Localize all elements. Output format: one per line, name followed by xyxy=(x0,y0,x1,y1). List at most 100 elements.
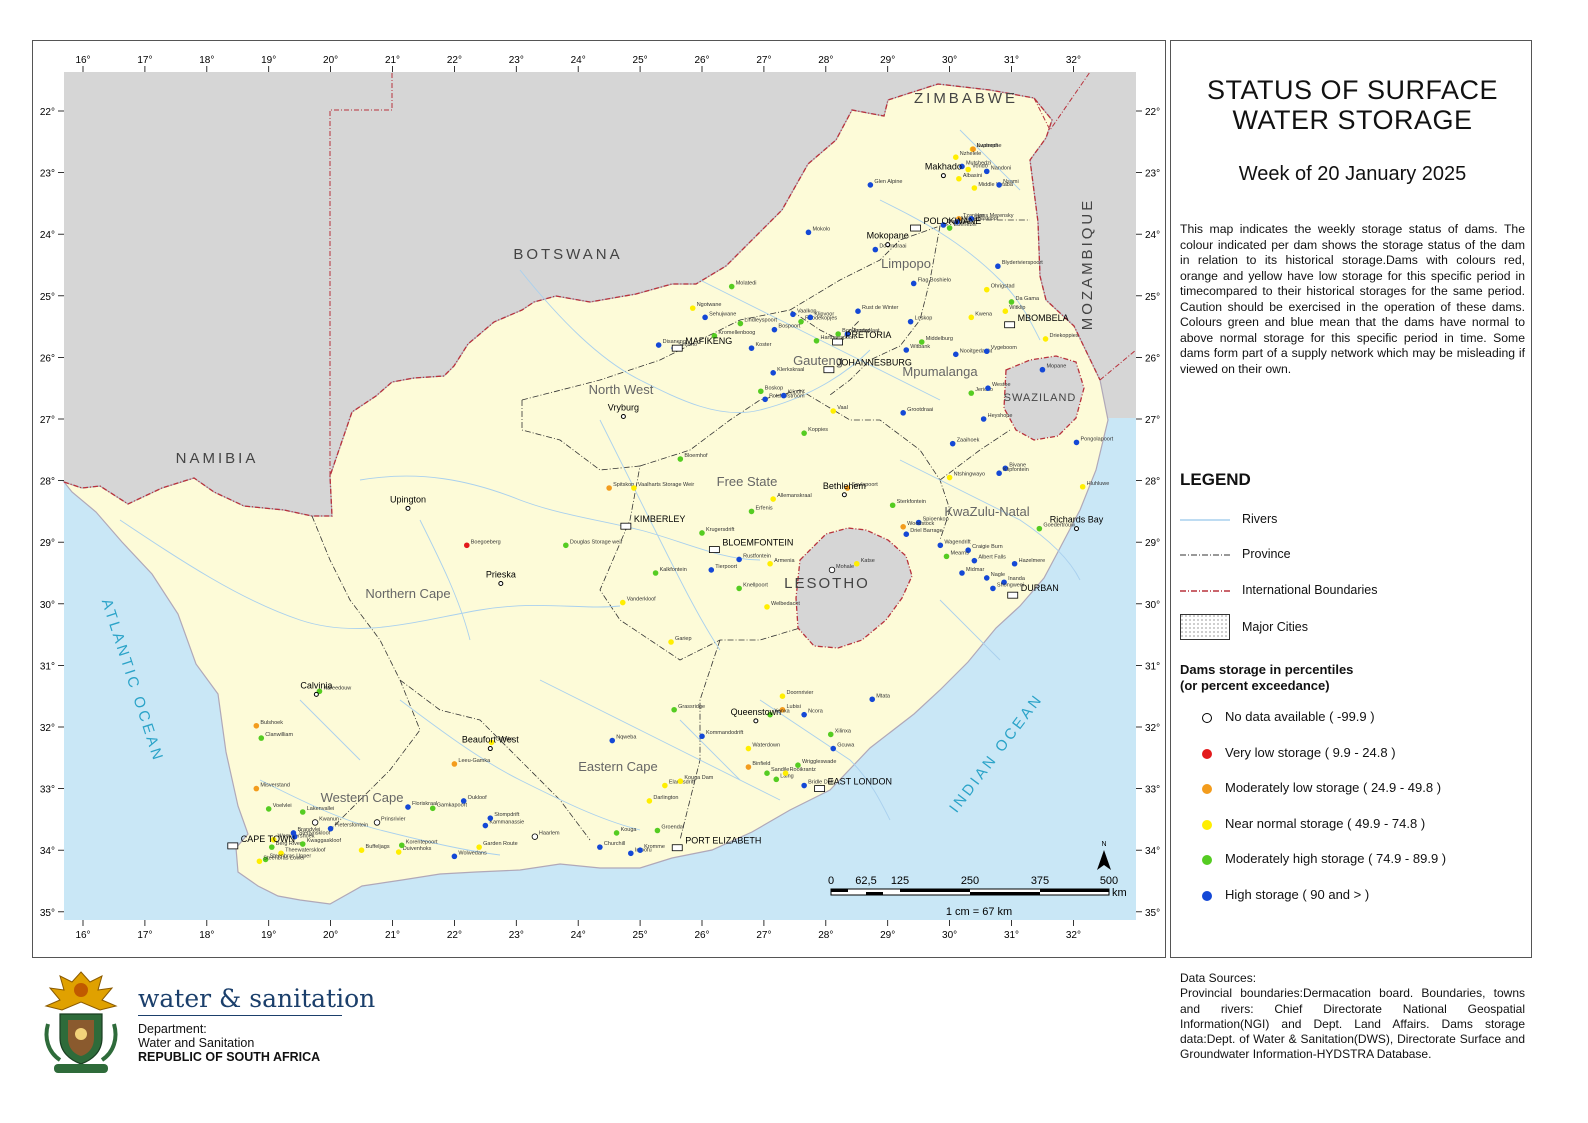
dam-label: Driel Barrage xyxy=(910,528,942,534)
dam-label: Roodeplaat xyxy=(851,328,880,334)
town-label: Beaufort West xyxy=(462,735,519,745)
dam-label: Douglas Storage weir xyxy=(570,539,623,545)
dam-label: Armenia xyxy=(774,558,795,564)
city-area xyxy=(1004,321,1016,329)
dam-marker: Roodekopjes xyxy=(798,316,837,325)
city-marker: POLOKWANE xyxy=(910,216,981,232)
lon-label: 22° xyxy=(447,55,462,66)
lat-label: 25° xyxy=(40,292,55,303)
dam-label: Bulshoek xyxy=(260,720,283,726)
dam-dot xyxy=(915,519,922,526)
dam-marker: Albasini xyxy=(956,173,982,182)
dam-dot xyxy=(253,722,260,729)
dam-marker: Lakenvallei xyxy=(299,806,334,815)
lon-label: 19° xyxy=(261,930,276,941)
lon-label: 17° xyxy=(137,55,152,66)
dam-marker: Vygeboom xyxy=(983,345,1017,355)
lon-label: 28° xyxy=(818,55,833,66)
dam-marker: Woodstock xyxy=(900,521,935,530)
dam-marker: Erfenis xyxy=(748,505,773,515)
lat-label: 23° xyxy=(40,169,55,180)
dam-dot xyxy=(1036,525,1043,532)
dam-dot xyxy=(737,320,744,327)
city-label: MBOMBELA xyxy=(1018,313,1069,323)
dam-label: Ncora xyxy=(808,709,824,715)
dam-dot xyxy=(299,809,306,815)
dam-marker: Floriskraal xyxy=(405,801,437,810)
city-area xyxy=(708,546,720,553)
dam-label: Erfenis xyxy=(756,505,773,511)
map-base xyxy=(62,71,1137,920)
dam-dot xyxy=(937,542,944,549)
dam-dot xyxy=(405,804,411,810)
department-block: Department: Water and Sanitation REPUBLI… xyxy=(138,1022,321,1064)
dam-marker: Tierpoort xyxy=(708,564,738,573)
lon-label: 23° xyxy=(509,930,524,941)
dam-marker: Boskop xyxy=(758,385,783,395)
storage-label: Near normal storage ( 49.9 - 74.8 ) xyxy=(1225,815,1426,831)
dam-label: Da Gama xyxy=(1016,296,1040,302)
dam-dot xyxy=(429,805,436,812)
dam-dot xyxy=(482,822,489,829)
dam-label: Loskop xyxy=(915,316,933,322)
town-marker: Queenstown xyxy=(731,707,782,724)
dam-label: Theewaterskloof xyxy=(285,847,326,853)
dam-label: Vaal xyxy=(837,405,848,411)
dam-label: Magoebaskloof xyxy=(961,216,999,222)
town-label: Queenstown xyxy=(731,707,782,717)
province-label-gauteng: Gauteng xyxy=(793,353,843,368)
town-marker: Richards Bay xyxy=(1050,515,1104,532)
dam-marker: Rooikrantz xyxy=(782,767,816,776)
dam-marker: Theewaterskloof xyxy=(278,847,326,857)
dam-label: Luphephe xyxy=(977,143,1001,149)
dam-marker: Armenia xyxy=(767,558,796,567)
dam-dot xyxy=(853,560,860,567)
dam-marker: Kromme xyxy=(637,844,665,853)
city-area xyxy=(671,344,683,352)
country-label-lesotho: LESOTHO xyxy=(784,575,870,592)
dam-marker: Wriggleswade xyxy=(795,759,836,768)
lon-label: 25° xyxy=(633,55,648,66)
lon-label: 27° xyxy=(756,55,771,66)
swaziland-mozambique-border xyxy=(1099,349,1137,381)
lon-label: 23° xyxy=(509,55,524,66)
dam-label: Pietersfontein xyxy=(335,823,369,829)
dam-dot xyxy=(867,182,874,188)
dam-dot xyxy=(1002,465,1009,472)
dam-marker: Lubisi xyxy=(779,704,801,713)
country-label-botswana: BOTSWANA xyxy=(513,246,622,263)
city-label: KIMBERLEY xyxy=(634,514,686,524)
dam-dot xyxy=(668,639,674,645)
city-label: MAFIKENG xyxy=(685,336,732,346)
dam-marker: Kromellenboog xyxy=(711,330,755,339)
dam-label: Kalkfontein xyxy=(660,567,687,573)
dam-dot xyxy=(959,163,965,170)
dam-label: Witklip xyxy=(1009,305,1025,311)
dam-dot xyxy=(299,841,306,847)
lat-label: 29° xyxy=(40,538,55,549)
dam-label: Oukloof xyxy=(468,795,487,801)
dam-label: Korentepoort xyxy=(406,839,438,845)
dam-label: Voelvlei xyxy=(273,803,292,809)
dam-label: Steenbras Lower xyxy=(263,855,305,861)
dam-marker: Kwaggaskloof xyxy=(299,838,341,847)
lon-label: 26° xyxy=(694,930,709,941)
dam-marker: Darlington xyxy=(646,795,678,804)
dam-marker: Goedertrouw xyxy=(1036,523,1075,532)
dam-dot xyxy=(654,827,661,834)
dam-marker: Haarlem xyxy=(531,831,560,840)
dam-marker: Waterdown xyxy=(745,743,780,752)
dam-label: Hans Merensky xyxy=(975,213,1013,219)
dam-dot xyxy=(395,849,402,855)
dam-marker: Welbedacht xyxy=(764,601,800,610)
dam-marker: Boegoeberg xyxy=(463,539,501,549)
town-dot xyxy=(313,691,319,697)
dam-dot xyxy=(790,311,796,318)
dam-marker: Kommandodrift xyxy=(699,730,744,740)
city-area-icon xyxy=(1180,614,1230,640)
dam-marker: Driekoppies xyxy=(1042,333,1079,342)
dam-label: Stompdrift xyxy=(494,812,520,818)
dam-dot xyxy=(855,308,861,315)
dam-dot xyxy=(773,776,780,783)
dam-dot xyxy=(903,347,910,353)
